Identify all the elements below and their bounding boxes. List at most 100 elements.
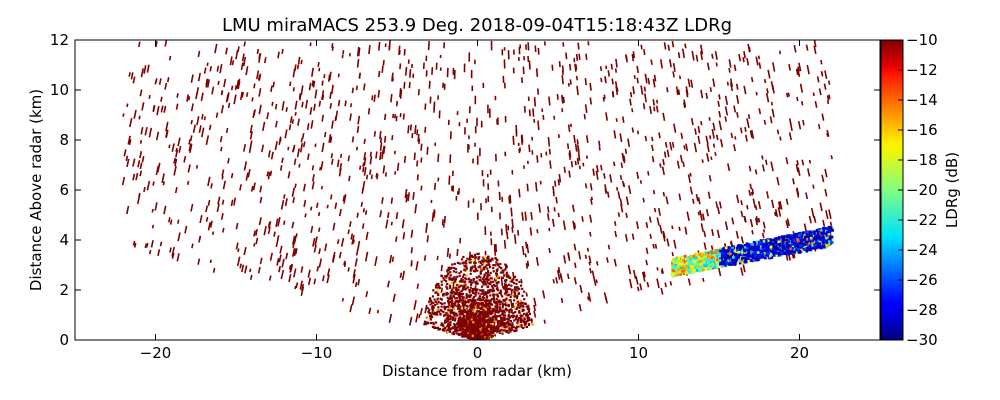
near-field-gate <box>495 309 498 312</box>
near-field-gate <box>443 329 446 332</box>
noise-gate <box>552 279 555 284</box>
noise-gate <box>158 78 162 85</box>
noise-gate <box>769 116 773 124</box>
noise-gate <box>812 184 815 189</box>
noise-gate <box>252 182 256 191</box>
noise-gate <box>734 136 737 140</box>
noise-gate <box>288 264 292 270</box>
noise-gate <box>548 148 551 155</box>
noise-gate <box>520 135 523 145</box>
near-field-gate <box>468 280 471 283</box>
near-field-gate <box>498 306 501 309</box>
noise-gate <box>584 78 587 86</box>
noise-gate <box>418 138 421 145</box>
noise-gate <box>274 141 278 151</box>
near-field-gate <box>483 313 486 316</box>
near-field-gate <box>482 281 485 285</box>
noise-gate <box>396 162 400 171</box>
noise-gate <box>729 82 734 92</box>
noise-gate <box>154 80 157 85</box>
near-field-gate <box>484 311 487 314</box>
near-field-gate <box>508 310 511 313</box>
noise-gate <box>733 105 737 113</box>
near-field-gate <box>484 316 488 319</box>
noise-gate <box>703 230 707 238</box>
near-field-gate <box>429 297 432 300</box>
near-field-gate <box>431 307 434 310</box>
noise-gate <box>554 180 557 187</box>
near-field-gate <box>448 278 451 281</box>
near-field-gate <box>483 276 486 279</box>
near-field-gate <box>471 314 474 317</box>
near-field-gate <box>431 315 434 319</box>
noise-gate <box>307 153 310 160</box>
near-field-gate <box>484 300 487 303</box>
near-field-gate <box>474 319 477 322</box>
near-field-gate <box>471 329 474 332</box>
noise-gate <box>221 175 224 180</box>
noise-gate <box>633 74 636 79</box>
noise-gate <box>511 218 514 229</box>
near-field-gate <box>489 283 492 286</box>
noise-gate <box>197 72 201 82</box>
near-field-gate <box>445 274 449 277</box>
near-field-gate <box>474 333 477 336</box>
near-field-gate <box>467 317 471 321</box>
near-field-gate <box>469 332 472 335</box>
near-field-gate <box>483 268 486 271</box>
near-field-gate <box>444 306 447 309</box>
near-field-gate <box>468 289 471 292</box>
noise-gate <box>255 237 259 245</box>
near-field-gate <box>449 267 452 271</box>
noise-gate <box>821 174 825 183</box>
noise-gate <box>253 230 256 237</box>
noise-gate <box>140 68 144 78</box>
near-field-gate <box>505 278 508 282</box>
noise-gate <box>535 68 539 78</box>
near-field-gate <box>503 316 506 319</box>
near-field-gate <box>465 333 468 336</box>
near-field-gate <box>463 277 466 280</box>
near-field-gate <box>492 287 495 290</box>
noise-gate <box>500 228 503 236</box>
near-field-gate <box>457 326 460 329</box>
near-field-gate <box>458 294 461 297</box>
near-field-gate <box>525 314 528 317</box>
noise-gate <box>653 106 656 112</box>
near-field-gate <box>492 264 495 267</box>
noise-gate <box>796 96 799 102</box>
noise-gate <box>212 267 216 273</box>
noise-gate <box>219 63 223 74</box>
noise-gate <box>700 217 703 221</box>
noise-gate <box>201 114 204 120</box>
near-field-gate <box>461 301 464 304</box>
near-field-gate <box>504 307 507 310</box>
near-field-gate <box>489 266 492 269</box>
noise-gate <box>330 153 334 159</box>
near-field-gate <box>483 255 486 259</box>
near-field-gate <box>460 270 463 273</box>
noise-gate <box>209 259 212 264</box>
near-field-gate <box>476 320 479 323</box>
near-field-gate <box>454 280 457 283</box>
near-field-gate <box>502 329 506 332</box>
noise-gate <box>694 128 697 135</box>
noise-gate <box>379 151 382 161</box>
near-field-gate <box>436 288 439 291</box>
noise-gate <box>263 226 267 236</box>
near-field-gate <box>461 319 464 322</box>
near-field-gate <box>481 328 484 331</box>
noise-gate <box>708 174 712 182</box>
near-field-gate <box>508 293 511 296</box>
near-field-gate <box>464 286 468 289</box>
near-field-gate <box>526 316 529 319</box>
near-field-gate <box>485 272 488 275</box>
near-field-gate <box>461 292 464 295</box>
noise-gate <box>585 53 588 60</box>
noise-gate <box>598 140 601 147</box>
noise-gate <box>755 56 759 66</box>
noise-gate <box>132 240 136 246</box>
noise-gate <box>208 124 212 131</box>
noise-gate <box>163 105 167 113</box>
noise-gate <box>398 45 401 55</box>
